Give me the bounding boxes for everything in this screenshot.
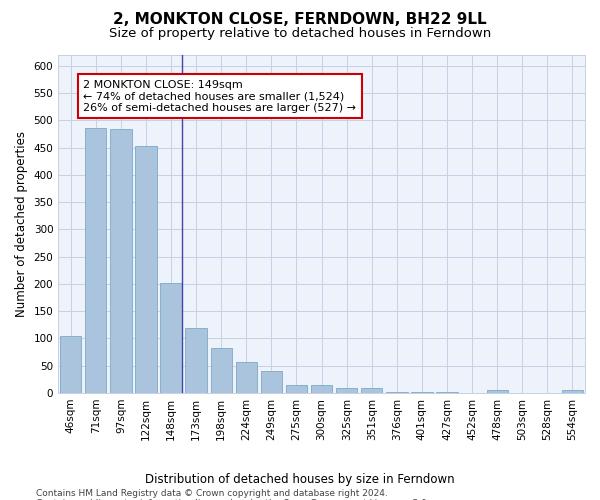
Text: 2, MONKTON CLOSE, FERNDOWN, BH22 9LL: 2, MONKTON CLOSE, FERNDOWN, BH22 9LL (113, 12, 487, 28)
Bar (562, 390, 583, 393)
Bar (136, 146, 157, 393)
Bar (411, 392, 433, 393)
Bar (110, 129, 131, 393)
Bar (336, 388, 358, 393)
Bar (85, 128, 106, 393)
Bar (236, 362, 257, 393)
Text: Size of property relative to detached houses in Ferndown: Size of property relative to detached ho… (109, 28, 491, 40)
Bar (487, 390, 508, 393)
Bar (386, 392, 407, 393)
Bar (286, 385, 307, 393)
Bar (60, 336, 82, 393)
Bar (160, 284, 182, 393)
Text: Contains HM Land Registry data © Crown copyright and database right 2024.
Contai: Contains HM Land Registry data © Crown c… (36, 489, 430, 500)
Bar (311, 385, 332, 393)
Bar (436, 392, 458, 393)
Bar (185, 328, 207, 393)
Text: Distribution of detached houses by size in Ferndown: Distribution of detached houses by size … (145, 472, 455, 486)
Bar (211, 348, 232, 393)
Bar (261, 371, 282, 393)
Y-axis label: Number of detached properties: Number of detached properties (15, 131, 28, 317)
Text: 2 MONKTON CLOSE: 149sqm
← 74% of detached houses are smaller (1,524)
26% of semi: 2 MONKTON CLOSE: 149sqm ← 74% of detache… (83, 80, 356, 112)
Bar (361, 388, 382, 393)
